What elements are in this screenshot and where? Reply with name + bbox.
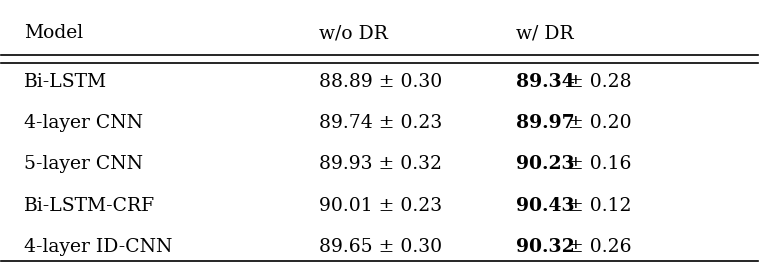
- Text: 90.23: 90.23: [515, 156, 575, 173]
- Text: 89.74 ± 0.23: 89.74 ± 0.23: [319, 114, 442, 132]
- Text: 90.32: 90.32: [515, 238, 575, 256]
- Text: 4-layer CNN: 4-layer CNN: [24, 114, 143, 132]
- Text: 5-layer CNN: 5-layer CNN: [24, 156, 143, 173]
- Text: ± 0.16: ± 0.16: [562, 156, 631, 173]
- Text: w/ DR: w/ DR: [515, 25, 573, 42]
- Text: ± 0.20: ± 0.20: [562, 114, 631, 132]
- Text: 89.97: 89.97: [515, 114, 575, 132]
- Text: Model: Model: [24, 25, 83, 42]
- Text: ± 0.28: ± 0.28: [562, 73, 631, 90]
- Text: 89.34: 89.34: [515, 73, 575, 90]
- Text: Bi-LSTM: Bi-LSTM: [24, 73, 107, 90]
- Text: 90.43: 90.43: [515, 197, 575, 215]
- Text: w/o DR: w/o DR: [319, 25, 388, 42]
- Text: 90.01 ± 0.23: 90.01 ± 0.23: [319, 197, 442, 215]
- Text: ± 0.12: ± 0.12: [562, 197, 631, 215]
- Text: 89.65 ± 0.30: 89.65 ± 0.30: [319, 238, 442, 256]
- Text: 4-layer ID-CNN: 4-layer ID-CNN: [24, 238, 172, 256]
- Text: Bi-LSTM-CRF: Bi-LSTM-CRF: [24, 197, 155, 215]
- Text: ± 0.26: ± 0.26: [562, 238, 631, 256]
- Text: 88.89 ± 0.30: 88.89 ± 0.30: [319, 73, 442, 90]
- Text: 89.93 ± 0.32: 89.93 ± 0.32: [319, 156, 442, 173]
